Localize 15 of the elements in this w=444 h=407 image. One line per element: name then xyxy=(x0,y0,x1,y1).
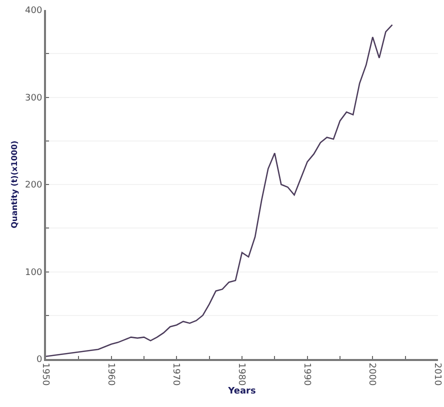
x-tick-label: 1960 xyxy=(105,362,116,386)
y-tick-label: 0 xyxy=(36,355,42,366)
x-tick-label: 1990 xyxy=(301,362,312,386)
x-tick-label: 1970 xyxy=(170,362,181,386)
y-tick-label: 100 xyxy=(25,268,42,278)
y-tick-label: 400 xyxy=(25,6,42,16)
x-tick-label: 2010 xyxy=(432,362,442,386)
y-axis-title: Quantity (t)(x1000) xyxy=(10,140,20,228)
x-tick-label: 1950 xyxy=(40,362,50,386)
y-tick-label: 200 xyxy=(25,180,42,191)
line-series xyxy=(46,24,393,358)
x-axis-title: Years xyxy=(227,386,256,396)
y-tick-label: 300 xyxy=(25,93,42,104)
x-tick-label: 2000 xyxy=(366,362,377,386)
x-tick-label: 1980 xyxy=(236,362,246,386)
